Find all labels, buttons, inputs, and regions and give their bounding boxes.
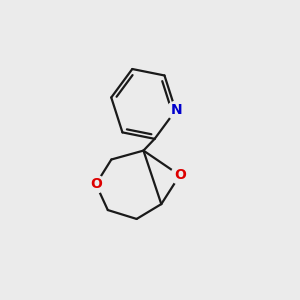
Text: N: N (171, 103, 183, 117)
Text: O: O (90, 177, 102, 191)
Circle shape (87, 175, 105, 193)
Text: O: O (174, 168, 186, 182)
Circle shape (171, 166, 189, 184)
Circle shape (167, 101, 184, 119)
